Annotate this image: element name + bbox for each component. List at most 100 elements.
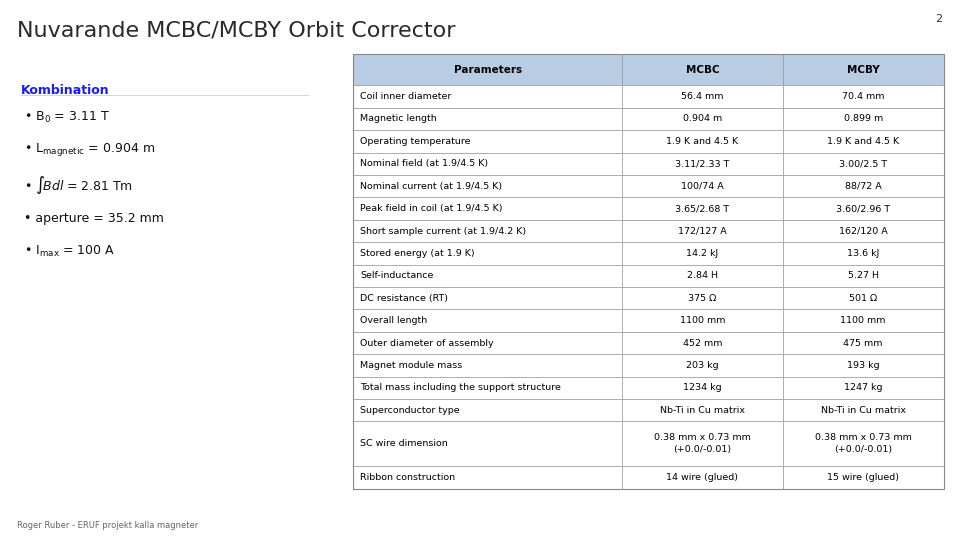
Bar [353,198,622,220]
Text: 5.27 H: 5.27 H [848,271,878,280]
Bar [782,54,944,85]
Text: 1.9 K and 4.5 K: 1.9 K and 4.5 K [666,137,738,146]
Bar [782,175,944,198]
Bar [353,309,622,332]
Text: Operating temperature: Operating temperature [360,137,470,146]
Text: Outer diameter of assembly: Outer diameter of assembly [360,339,494,348]
Bar [782,220,944,242]
Bar [622,54,782,85]
Text: • $\int \! Bdl$ = 2.81 Tm: • $\int \! Bdl$ = 2.81 Tm [24,174,133,196]
Bar [353,467,622,489]
Text: 1100 mm: 1100 mm [680,316,725,325]
Bar [622,108,782,130]
Bar [353,332,622,354]
Bar [782,108,944,130]
Bar [353,287,622,309]
Text: 193 kg: 193 kg [847,361,879,370]
Bar [622,332,782,354]
Bar [353,108,622,130]
Bar [353,175,622,198]
Text: Parameters: Parameters [453,65,521,75]
Text: Nuvarande MCBC/MCBY Orbit Corrector: Nuvarande MCBC/MCBY Orbit Corrector [17,21,456,40]
Text: 0.899 m: 0.899 m [844,114,883,124]
Text: 3.00/2.5 T: 3.00/2.5 T [839,159,887,168]
Bar [782,242,944,265]
Bar [622,265,782,287]
Text: Nominal current (at 1.9/4.5 K): Nominal current (at 1.9/4.5 K) [360,181,502,191]
Text: MCBC: MCBC [685,65,719,75]
Bar [622,198,782,220]
Text: DC resistance (RT): DC resistance (RT) [360,294,448,303]
Bar [782,332,944,354]
Text: Overall length: Overall length [360,316,427,325]
Text: 0.904 m: 0.904 m [683,114,722,124]
Text: 13.6 kJ: 13.6 kJ [847,249,879,258]
Text: Self-inductance: Self-inductance [360,271,434,280]
Text: Total mass including the support structure: Total mass including the support structu… [360,383,562,393]
Bar [622,130,782,153]
Text: Ribbon construction: Ribbon construction [360,473,455,482]
Text: 1234 kg: 1234 kg [684,383,722,393]
Bar [782,130,944,153]
Bar [622,309,782,332]
Text: Coil inner diameter: Coil inner diameter [360,92,452,101]
Text: • I$_\mathrm{max}$ = 100 A: • I$_\mathrm{max}$ = 100 A [24,244,115,259]
Text: Magnet module mass: Magnet module mass [360,361,463,370]
Text: 100/74 A: 100/74 A [681,181,724,191]
Text: Nb-Ti in Cu matrix: Nb-Ti in Cu matrix [821,406,905,415]
Bar [622,354,782,377]
Bar [622,399,782,422]
Text: • aperture = 35.2 mm: • aperture = 35.2 mm [24,212,164,225]
Bar [353,354,622,377]
Bar [353,242,622,265]
Bar [353,130,622,153]
Text: Short sample current (at 1.9/4.2 K): Short sample current (at 1.9/4.2 K) [360,226,526,235]
Bar [622,85,782,108]
Text: 203 kg: 203 kg [686,361,719,370]
Text: 452 mm: 452 mm [683,339,722,348]
Text: 1100 mm: 1100 mm [841,316,886,325]
Text: Stored energy (at 1.9 K): Stored energy (at 1.9 K) [360,249,475,258]
Bar [782,153,944,175]
Bar [782,399,944,422]
Bar [353,220,622,242]
Bar [353,153,622,175]
Text: 0.38 mm x 0.73 mm
(+0.0/-0.01): 0.38 mm x 0.73 mm (+0.0/-0.01) [654,434,751,454]
Bar [622,175,782,198]
Bar [782,354,944,377]
Text: Nominal field (at 1.9/4.5 K): Nominal field (at 1.9/4.5 K) [360,159,489,168]
Text: 0.38 mm x 0.73 mm
(+0.0/-0.01): 0.38 mm x 0.73 mm (+0.0/-0.01) [815,434,912,454]
Text: Kombination: Kombination [21,84,109,97]
Bar [782,85,944,108]
Text: 3.11/2.33 T: 3.11/2.33 T [675,159,730,168]
Text: 56.4 mm: 56.4 mm [681,92,724,101]
Bar [782,265,944,287]
Bar [782,309,944,332]
Text: SC wire dimension: SC wire dimension [360,440,448,448]
Text: 15 wire (glued): 15 wire (glued) [828,473,900,482]
Text: 1247 kg: 1247 kg [844,383,882,393]
Text: • B$_0$ = 3.11 T: • B$_0$ = 3.11 T [24,110,110,125]
Text: Peak field in coil (at 1.9/4.5 K): Peak field in coil (at 1.9/4.5 K) [360,204,503,213]
Text: 375 Ω: 375 Ω [688,294,716,303]
Text: 2: 2 [936,14,943,24]
Text: 501 Ω: 501 Ω [849,294,877,303]
Text: 162/120 A: 162/120 A [839,226,888,235]
Bar [622,153,782,175]
Text: 88/72 A: 88/72 A [845,181,881,191]
Text: 3.65/2.68 T: 3.65/2.68 T [675,204,730,213]
Text: 14 wire (glued): 14 wire (glued) [666,473,738,482]
Bar [622,287,782,309]
Bar [353,399,622,422]
Bar [782,198,944,220]
Text: Magnetic length: Magnetic length [360,114,437,124]
Text: 475 mm: 475 mm [844,339,883,348]
Bar [622,422,782,467]
Text: 14.2 kJ: 14.2 kJ [686,249,718,258]
Bar [353,422,622,467]
Bar [622,242,782,265]
Bar [782,422,944,467]
Bar [353,377,622,399]
Text: Roger Ruber - ERUF projekt kalla magneter: Roger Ruber - ERUF projekt kalla magnete… [17,521,199,530]
Bar [353,54,622,85]
